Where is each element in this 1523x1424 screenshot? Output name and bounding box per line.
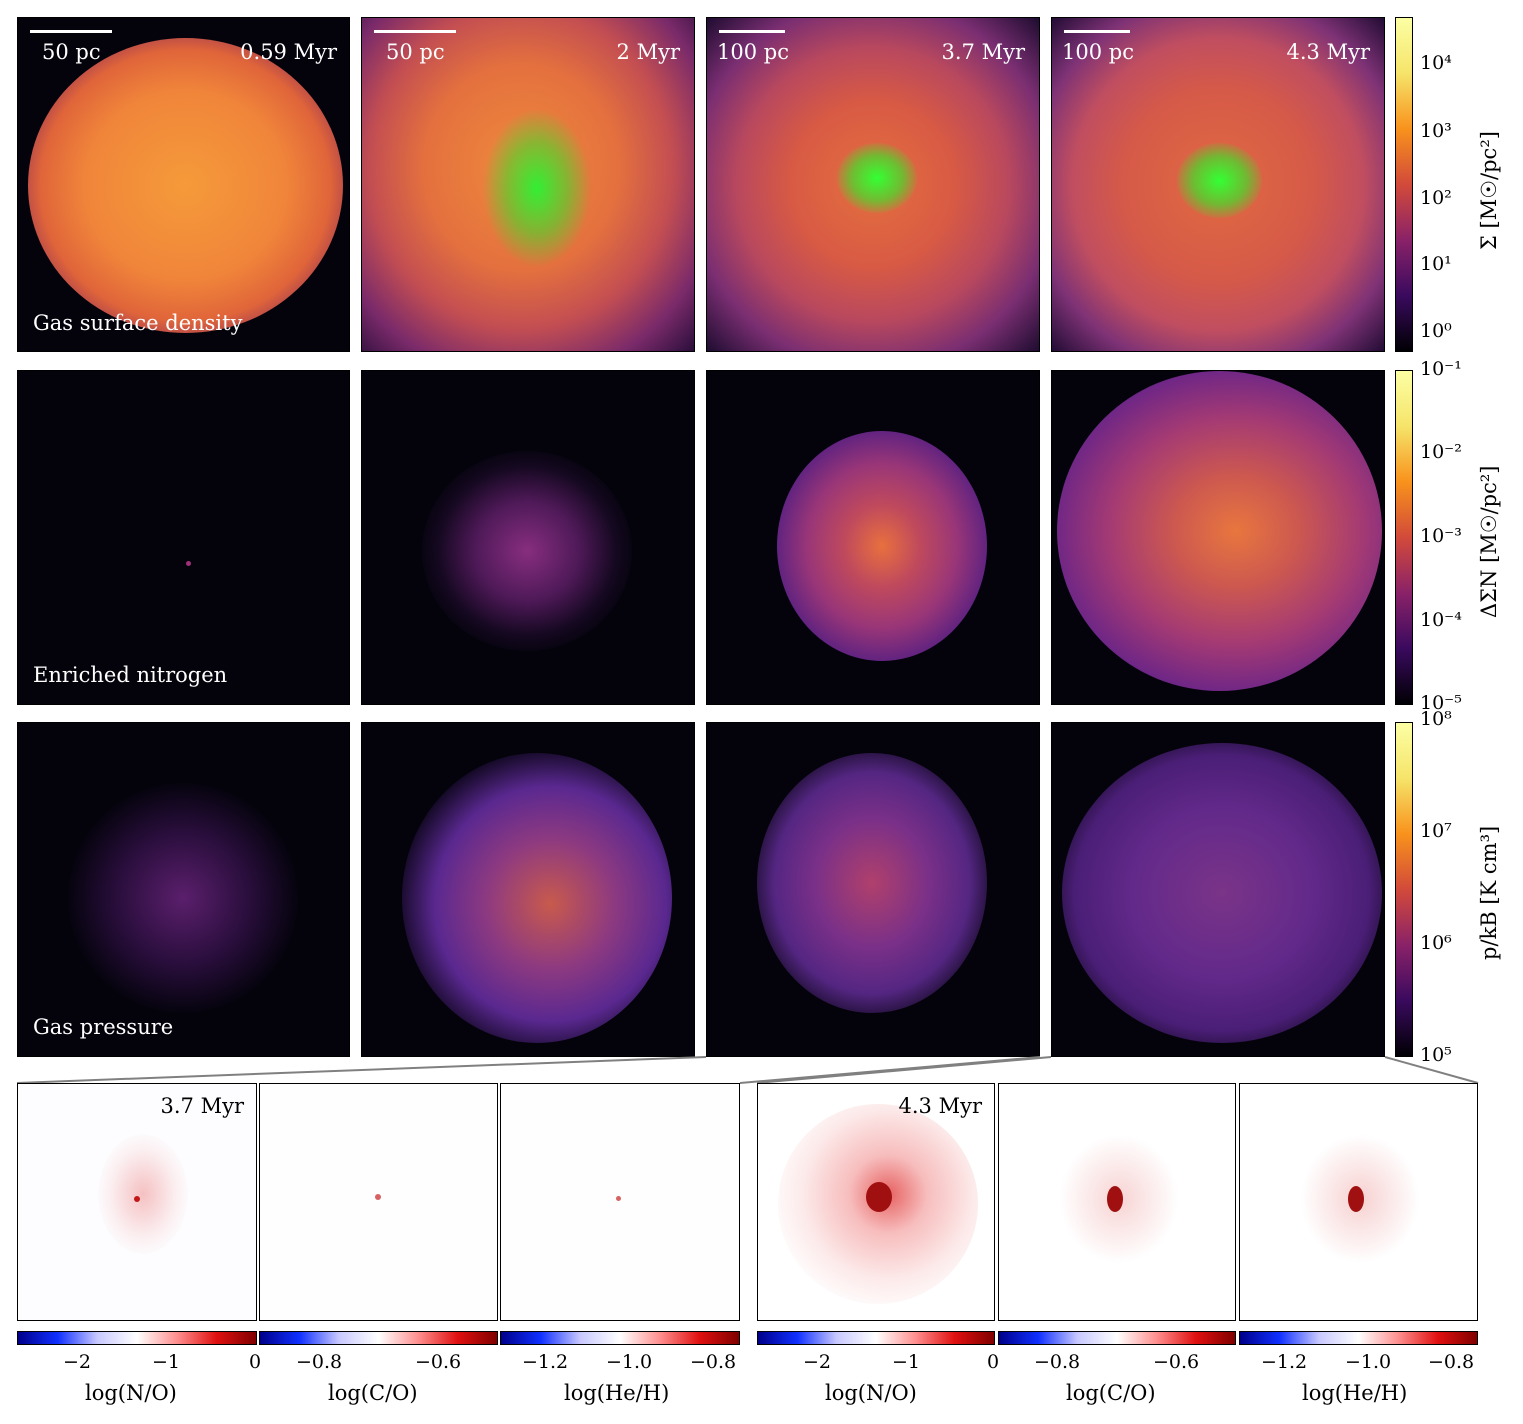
density-panel-3: 100 pc 3.7 Myr xyxy=(706,17,1040,352)
pressure-colorbar xyxy=(1395,722,1413,1057)
scale-label: 100 pc xyxy=(1062,40,1134,64)
colorbar-tick: 0 xyxy=(987,1351,1000,1373)
density-panel-2: 50 pc 2 Myr xyxy=(361,17,695,352)
nitrogen-panel-3 xyxy=(706,370,1040,705)
colorbar-tick: −1.0 xyxy=(1345,1351,1392,1373)
row-label-pressure: Gas pressure xyxy=(33,1015,174,1039)
pressure-panel-2 xyxy=(361,722,695,1057)
colorbar-tick: −0.8 xyxy=(1428,1351,1475,1373)
colorbar-co-right xyxy=(998,1331,1236,1345)
colorbar-tick: 10⁻³ xyxy=(1420,525,1462,547)
pressure-panel-1: Gas pressure xyxy=(17,722,350,1057)
colorbar-tick: 10³ xyxy=(1420,120,1452,142)
colorbar-tick: 10¹ xyxy=(1420,253,1452,275)
colorbar-heh-left xyxy=(500,1331,740,1345)
colorbar-tick: −1.2 xyxy=(522,1351,569,1373)
nitrogen-panel-2 xyxy=(361,370,695,705)
colorbar-tick: −0.8 xyxy=(296,1351,343,1373)
time-label: 4.3 Myr xyxy=(1286,40,1370,64)
zoom-panel-heh-4.3 xyxy=(1239,1083,1478,1321)
colorbar-no-left xyxy=(17,1331,257,1345)
colorbar-label: log(He/H) xyxy=(564,1381,670,1405)
nitrogen-colorbar xyxy=(1395,370,1413,705)
colorbar-tick: 0 xyxy=(249,1351,262,1373)
nitrogen-panel-1: Enriched nitrogen xyxy=(17,370,350,705)
colorbar-tick: 10⁻² xyxy=(1420,441,1462,463)
colorbar-label: log(C/O) xyxy=(328,1381,418,1405)
colorbar-tick: 10⁻¹ xyxy=(1420,358,1462,380)
zoom-panel-co-4.3 xyxy=(998,1083,1236,1321)
row-label-nitrogen: Enriched nitrogen xyxy=(33,663,228,687)
colorbar-tick: −2 xyxy=(803,1351,832,1373)
pressure-panel-3 xyxy=(706,722,1040,1057)
scale-label: 50 pc xyxy=(386,40,445,64)
colorbar-no-right xyxy=(757,1331,995,1345)
colorbar-tick: −0.6 xyxy=(415,1351,462,1373)
colorbar-tick: 10² xyxy=(1420,187,1452,209)
pressure-panel-4 xyxy=(1051,722,1385,1057)
colorbar-tick: −0.8 xyxy=(690,1351,737,1373)
time-label: 0.59 Myr xyxy=(240,40,337,64)
colorbar-tick: −1.2 xyxy=(1261,1351,1308,1373)
colorbar-tick: −0.6 xyxy=(1153,1351,1200,1373)
time-label: 3.7 Myr xyxy=(160,1094,244,1118)
nitrogen-panel-4 xyxy=(1051,370,1385,705)
colorbar-tick: 10⁵ xyxy=(1420,1044,1452,1066)
colorbar-tick: 10⁰ xyxy=(1420,320,1452,342)
zoom-panel-co-3.7 xyxy=(259,1083,498,1321)
row-label-density: Gas surface density xyxy=(33,311,243,335)
colorbar-tick: 10⁻⁵ xyxy=(1420,692,1462,714)
colorbar-tick: −0.8 xyxy=(1034,1351,1081,1373)
time-label: 2 Myr xyxy=(616,40,680,64)
density-panel-4: 100 pc 4.3 Myr xyxy=(1051,17,1385,352)
colorbar-label: log(N/O) xyxy=(85,1381,177,1405)
colorbar-tick: 10⁶ xyxy=(1420,932,1452,954)
colorbar-label: log(C/O) xyxy=(1066,1381,1156,1405)
colorbar-co-left xyxy=(259,1331,498,1345)
zoom-panel-heh-3.7 xyxy=(500,1083,740,1321)
colorbar-tick: 10⁻⁴ xyxy=(1420,609,1462,631)
scale-label: 100 pc xyxy=(717,40,789,64)
zoom-panel-no-3.7: 3.7 Myr xyxy=(17,1083,257,1321)
colorbar-heh-right xyxy=(1239,1331,1478,1345)
colorbar-label: log(He/H) xyxy=(1302,1381,1408,1405)
colorbar-tick: 10⁷ xyxy=(1420,820,1452,842)
colorbar-tick: −2 xyxy=(63,1351,92,1373)
density-colorbar xyxy=(1395,17,1413,352)
colorbar-tick: −1 xyxy=(892,1351,921,1373)
time-label: 4.3 Myr xyxy=(898,1094,982,1118)
colorbar-tick: −1.0 xyxy=(606,1351,653,1373)
colorbar-tick: −1 xyxy=(152,1351,181,1373)
colorbar-tick: 10⁸ xyxy=(1420,708,1452,730)
density-panel-1: 50 pc 0.59 Myr Gas surface density xyxy=(17,17,350,352)
zoom-panel-no-4.3: 4.3 Myr xyxy=(757,1083,995,1321)
time-label: 3.7 Myr xyxy=(941,40,1025,64)
scale-label: 50 pc xyxy=(42,40,101,64)
colorbar-tick: 10⁴ xyxy=(1420,52,1452,74)
colorbar-label: log(N/O) xyxy=(825,1381,917,1405)
